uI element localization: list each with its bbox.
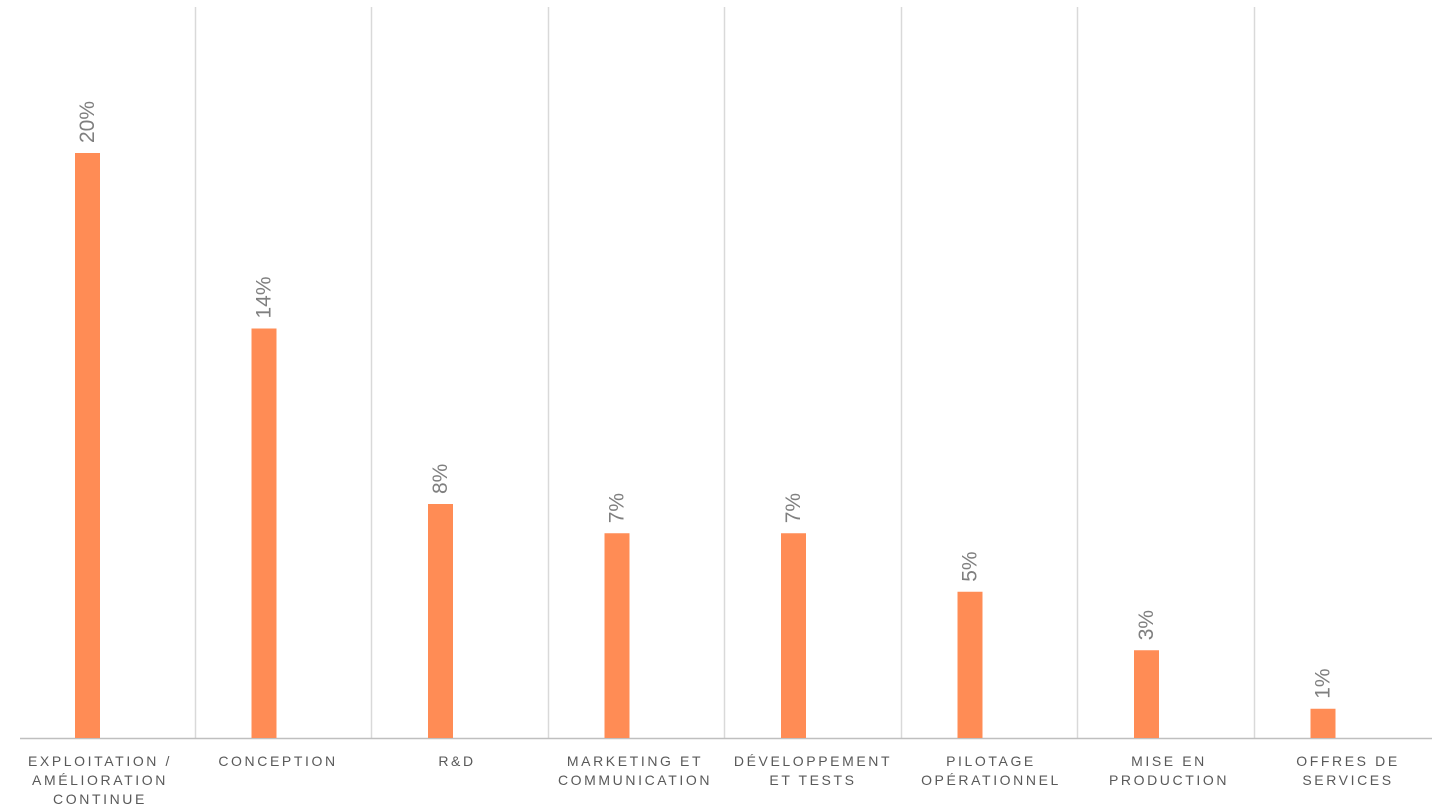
data-label: 1% xyxy=(1312,668,1335,698)
category-label: MISE EN PRODUCTION xyxy=(1108,753,1230,788)
bar xyxy=(957,591,983,738)
data-label: 7% xyxy=(782,493,805,523)
bar xyxy=(428,504,453,738)
category-label: EXPLOITATION / AMÉLIORATION CONTINUE xyxy=(27,753,172,807)
category-label: OFFRES DE SERVICES xyxy=(1296,753,1400,788)
category-label: MARKETING ET COMMUNICATION xyxy=(557,753,713,788)
data-label: 14% xyxy=(253,276,276,318)
category-label: CONCEPTION xyxy=(218,753,338,769)
data-label: 8% xyxy=(429,464,452,494)
data-label: 5% xyxy=(959,551,982,581)
bar xyxy=(604,533,630,738)
bar xyxy=(75,153,100,738)
bar xyxy=(251,328,277,738)
bar xyxy=(1310,708,1336,738)
data-label: 7% xyxy=(606,493,629,523)
category-label: DÉVELOPPEMENT ET TESTS xyxy=(733,753,893,788)
category-label: R&D xyxy=(438,753,476,769)
bar xyxy=(781,533,806,738)
bar xyxy=(1134,650,1159,738)
data-label: 3% xyxy=(1135,610,1158,640)
category-label: PILOTAGE OPÉRATIONNEL xyxy=(921,753,1061,788)
data-label: 20% xyxy=(76,101,99,143)
